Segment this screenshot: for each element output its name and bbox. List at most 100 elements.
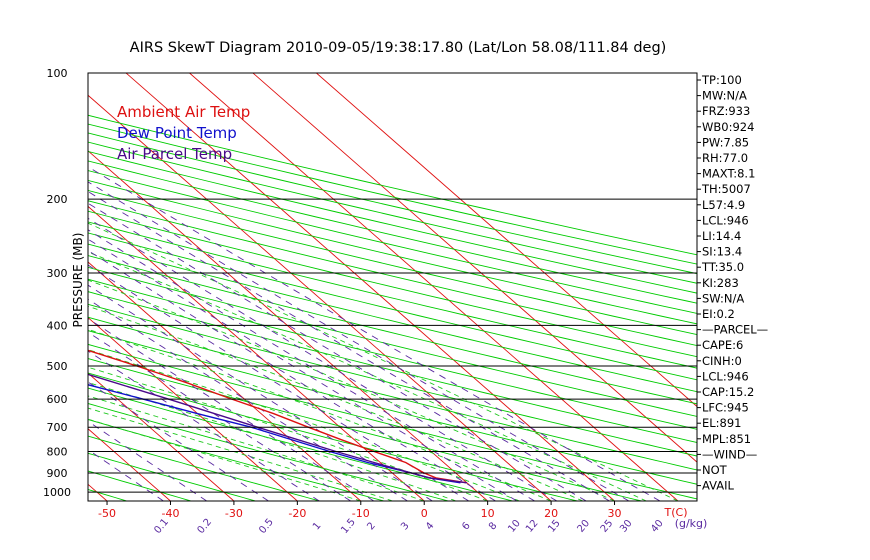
mixing-ratio-line — [88, 181, 630, 501]
side-panel-item: LCL:946 — [702, 369, 749, 383]
dry-adiabat — [88, 132, 697, 275]
isotherm-line — [88, 372, 235, 501]
mixing-ratio-line — [88, 229, 535, 501]
bottom-temp-tick-label: -50 — [98, 507, 116, 520]
dry-adiabat — [88, 141, 697, 284]
dry-adiabat — [88, 278, 697, 430]
mixing-ratio-line — [88, 381, 269, 501]
bottom-axis-unit-label: T(C) — [664, 506, 688, 519]
mixing-ratio-label: 3 — [399, 520, 412, 532]
mixing-ratio-label: 4 — [424, 520, 437, 532]
mixing-ratio-label: 40 — [649, 518, 666, 535]
pressure-tick-label: 500 — [47, 360, 68, 373]
mixing-ratio-label: 15 — [546, 518, 563, 535]
plot-frame — [87, 72, 698, 502]
mixing-ratio-line — [88, 249, 496, 501]
dry-adiabat — [88, 291, 697, 443]
side-panel-item: CAP:15.2 — [702, 385, 754, 399]
dry-adiabat — [88, 387, 514, 501]
dry-adiabat — [88, 330, 697, 485]
side-panel-item: MAXT:8.1 — [702, 167, 755, 181]
pressure-tick-label: 1000 — [43, 486, 71, 499]
mixing-ratio-line — [88, 331, 351, 501]
bottom-temp-tick-label: -10 — [352, 507, 370, 520]
legend-entry: Dew Point Temp — [117, 124, 237, 142]
y-axis-label: PRESSURE (MB) — [71, 233, 85, 328]
dry-adiabat — [88, 303, 697, 457]
side-panel-item: MW:N/A — [702, 89, 747, 103]
side-panel-item: TP:100 — [701, 73, 742, 87]
dry-adiabat — [88, 243, 697, 393]
moist-adiabat — [88, 418, 361, 501]
mixing-ratio-line — [88, 350, 320, 501]
mixing-ratio-label: 2 — [365, 520, 378, 532]
dry-adiabat — [88, 170, 697, 314]
side-panel-item: LCL:946 — [702, 213, 749, 227]
dry-adiabat — [88, 372, 578, 501]
mixing-ratio-label: 8 — [487, 520, 500, 532]
side-panel-item: —WIND— — [702, 447, 757, 461]
dry-adiabat — [88, 358, 642, 501]
pressure-tick-label: 300 — [47, 267, 68, 280]
side-panel-item: FRZ:933 — [702, 104, 750, 118]
bottom-temp-tick-label: -40 — [161, 507, 179, 520]
side-panel-item: EI:0.2 — [702, 307, 735, 321]
isotherm-line — [0, 73, 44, 501]
dry-adiabat — [88, 160, 697, 304]
moist-adiabat — [88, 349, 520, 501]
side-panel-item: TH:5007 — [701, 182, 751, 196]
side-panel-item: CAPE:6 — [702, 338, 743, 352]
dry-adiabat — [88, 435, 321, 501]
side-panel-item: LFC:945 — [702, 401, 749, 415]
dry-adiabat — [88, 189, 697, 336]
side-panel-item: LI:14.4 — [702, 229, 741, 243]
dry-adiabat — [88, 200, 697, 347]
mixing-ratio-line — [88, 298, 408, 501]
mixing-ratio-unit-label: (g/kg) — [675, 517, 708, 530]
dry-adiabat — [88, 266, 697, 417]
mixing-ratio-label: 6 — [460, 520, 473, 532]
side-panel-item: KI:283 — [702, 276, 739, 290]
mixing-ratio-label: 25 — [599, 518, 616, 535]
bottom-temp-tick-label: 10 — [481, 507, 495, 520]
mixing-ratio-line — [88, 449, 164, 501]
side-panel-item: PW:7.85 — [702, 135, 749, 149]
legend-entry: Ambient Air Temp — [117, 103, 250, 121]
isotherm-line — [88, 428, 171, 501]
isotherm-line — [88, 150, 488, 501]
mixing-ratio-label: 0.2 — [196, 517, 215, 536]
moist-adiabat — [88, 395, 425, 501]
dry-adiabat — [88, 343, 697, 500]
moist-adiabat — [88, 305, 583, 501]
side-panel-item: WB0:924 — [702, 120, 754, 134]
side-panel-item: MPL:851 — [702, 432, 751, 446]
parcel-profile-line — [88, 373, 467, 484]
dry-adiabat — [88, 123, 697, 265]
mixing-ratio-line — [88, 166, 661, 501]
pressure-tick-label: 600 — [47, 393, 68, 406]
side-panel-item: AVAIL — [702, 479, 735, 493]
plot-area — [0, 73, 697, 501]
dry-adiabat — [88, 221, 697, 369]
mixing-ratio-line — [88, 217, 558, 501]
mixing-ratio-line — [88, 318, 375, 501]
side-panel-item: RH:77.0 — [702, 151, 748, 165]
isotherm-line — [252, 73, 697, 463]
bottom-temp-tick-label: -20 — [288, 507, 306, 520]
pressure-tick-label: 100 — [47, 67, 68, 80]
dry-adiabat — [88, 470, 192, 501]
dewpoint-profile-line — [88, 384, 461, 484]
mixing-ratio-line — [88, 420, 207, 501]
side-panel-item: SI:13.4 — [702, 245, 742, 259]
pressure-tick-label: 400 — [47, 319, 68, 332]
mixing-ratio-label: 0.5 — [257, 517, 276, 536]
isotherm-line — [316, 73, 697, 408]
bottom-temp-tick-label: 20 — [544, 507, 558, 520]
side-panel-item: NOT — [702, 463, 728, 477]
side-panel-item: CINH:0 — [702, 354, 742, 368]
mixing-ratio-label: 30 — [618, 518, 635, 535]
dry-adiabat — [88, 255, 697, 405]
dry-adiabat — [88, 316, 697, 471]
mixing-ratio-line — [88, 202, 587, 501]
